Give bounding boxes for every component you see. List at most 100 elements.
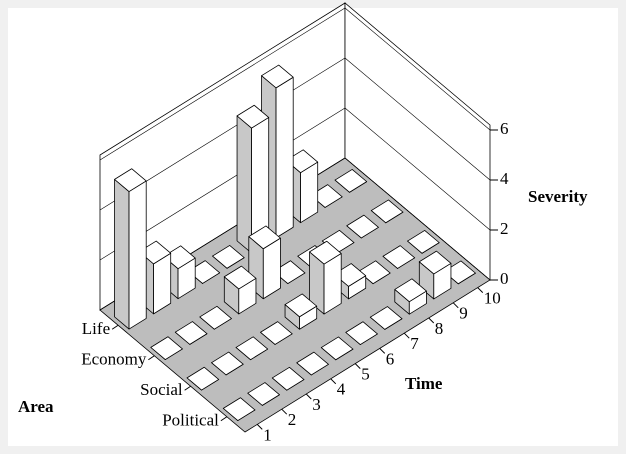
bar [247, 382, 280, 406]
z-tick-label: 4 [500, 169, 509, 188]
bar-top [211, 351, 244, 376]
bar [334, 169, 368, 193]
bar [309, 240, 342, 315]
x-tick-label: 8 [435, 319, 444, 338]
bar [223, 265, 257, 315]
bar [235, 336, 269, 361]
bar-side [236, 115, 252, 254]
x-tick [281, 408, 288, 415]
bar-top [382, 245, 416, 269]
bar [382, 245, 416, 269]
bar [150, 336, 183, 360]
y-tick [220, 416, 228, 422]
bar-top [114, 168, 147, 192]
x-tick [354, 363, 361, 369]
bar-top [223, 265, 257, 290]
z-tick-label: 0 [500, 269, 509, 288]
bar [296, 351, 329, 376]
y-axis-title: Area [18, 397, 54, 416]
bar-top [407, 230, 440, 254]
x-axis-title: Time [405, 374, 443, 393]
y-tick [148, 355, 155, 361]
y-tick-label: Political [162, 411, 219, 430]
x-tick [403, 332, 410, 339]
bar-front [275, 76, 294, 239]
y-tick-label: Life [82, 319, 110, 338]
bar [222, 397, 256, 421]
x-tick-label: 6 [386, 349, 395, 368]
bar-top [186, 366, 220, 391]
bar [174, 321, 208, 345]
bar [418, 250, 452, 300]
bar-top [271, 366, 305, 391]
bar-top [309, 240, 342, 265]
bar-top [296, 351, 329, 376]
bar [199, 305, 232, 330]
bar-top [236, 104, 270, 129]
bar-top [247, 382, 280, 406]
bar-top [345, 321, 378, 345]
bar-top [394, 278, 427, 303]
bar-top [320, 336, 354, 361]
bar [345, 321, 378, 345]
x-tick-label: 10 [484, 289, 501, 308]
z-tick-label: 6 [500, 119, 509, 138]
x-tick-label: 9 [459, 304, 468, 323]
x-tick [477, 287, 484, 293]
bar [186, 366, 220, 391]
bar [370, 199, 404, 224]
bar [138, 240, 172, 315]
bar [394, 278, 427, 315]
bar [346, 214, 379, 239]
y-tick [111, 324, 119, 330]
bar-top [261, 64, 294, 89]
bar [407, 230, 440, 254]
x-tick-label: 3 [312, 395, 321, 414]
bar-top [284, 293, 318, 318]
x-tick [256, 424, 263, 430]
x-tick [305, 393, 312, 400]
bar-top [248, 225, 281, 250]
bar [211, 351, 244, 376]
grid-line [99, 7, 491, 161]
x-tick [452, 302, 459, 309]
bar-top [212, 245, 245, 269]
bar-top [174, 321, 208, 345]
y-tick [184, 385, 191, 391]
bar-top [260, 321, 293, 345]
bar-front [128, 180, 147, 330]
x-tick-label: 4 [337, 380, 346, 399]
x-tick-label: 1 [263, 425, 272, 444]
bar [260, 321, 293, 345]
y-tick-label: Economy [81, 350, 147, 369]
plot: 0246LifeEconomySocialPolitical1234567891… [81, 2, 509, 444]
bar-top [370, 199, 404, 224]
bar-top [346, 214, 379, 239]
grid-line [99, 57, 491, 211]
bar [369, 306, 403, 330]
bar [114, 168, 147, 330]
x-tick-label: 7 [410, 334, 419, 353]
x-tick [379, 348, 386, 354]
y-tick-label: Social [140, 380, 183, 399]
x-tick-label: 2 [288, 410, 297, 429]
x-tick [330, 378, 337, 385]
bar-top [222, 397, 256, 421]
bar [320, 336, 354, 361]
z-axis-title: Severity [528, 187, 588, 206]
bar-top [150, 336, 183, 360]
bar-top [418, 250, 452, 275]
bar-top [199, 305, 232, 330]
bar [271, 366, 305, 391]
bar-top [235, 336, 269, 361]
z-tick-label: 2 [500, 219, 509, 238]
bar-top [369, 306, 403, 330]
bar-side [114, 178, 130, 330]
bar [236, 104, 270, 254]
bar-top [334, 169, 368, 193]
bar [284, 293, 318, 330]
grid-line [99, 107, 491, 261]
bar [212, 245, 245, 269]
x-tick [428, 317, 435, 324]
